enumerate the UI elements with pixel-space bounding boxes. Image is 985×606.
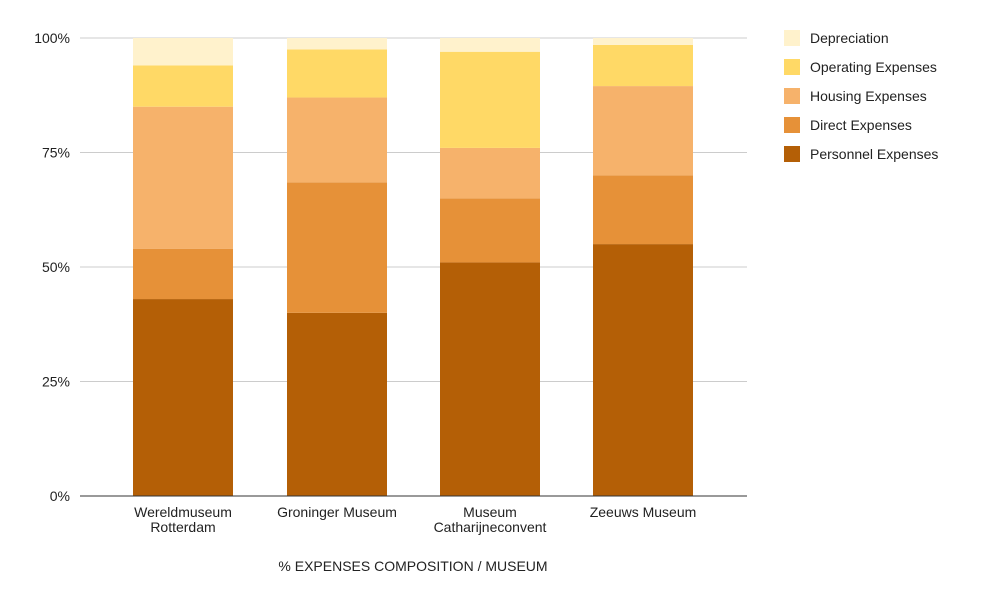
legend-swatch [784,30,800,46]
bar-segment-personnel-expenses [287,312,387,496]
legend-swatch [784,59,800,75]
x-tick-label: Wereldmuseum [134,504,232,520]
bar-segment-personnel-expenses [133,299,233,496]
bar-segment-housing-expenses [133,106,233,249]
legend-swatch [784,117,800,133]
bar-segment-personnel-expenses [440,262,540,496]
bar-segment-depreciation [133,38,233,66]
bar-segment-depreciation [593,38,693,45]
legend-label: Depreciation [810,30,889,46]
y-tick-label: 50% [42,259,70,275]
bar-segment-direct-expenses [287,182,387,313]
bar-segment-operating-expenses [287,49,387,98]
legend-swatch [784,146,800,162]
x-axis-title: % EXPENSES COMPOSITION / MUSEUM [278,558,547,574]
legend-label: Operating Expenses [810,59,937,75]
bar-segment-operating-expenses [593,44,693,87]
legend-label: Direct Expenses [810,117,912,133]
x-tick-label: Groninger Museum [277,504,397,520]
legend-label: Personnel Expenses [810,146,938,162]
bar-segment-housing-expenses [593,86,693,176]
y-tick-label: 75% [42,145,70,161]
bar-segment-personnel-expenses [593,244,693,496]
bar-segment-housing-expenses [440,147,540,199]
x-tick-label: Zeeuws Museum [590,504,697,520]
x-tick-label: Catharijneconvent [434,519,547,535]
bars [133,38,693,496]
bar-segment-direct-expenses [593,175,693,245]
y-tick-label: 0% [50,488,70,504]
legend-label: Housing Expenses [810,88,927,104]
legend: Depreciation Operating Expenses Housing Ex… [784,30,938,162]
y-tick-label: 25% [42,374,70,390]
y-tick-label: 100% [34,30,70,46]
x-tick-label: Museum [463,504,517,520]
bar-segment-operating-expenses [133,65,233,107]
legend-swatch [784,88,800,104]
bar-segment-direct-expenses [133,248,233,300]
bar-segment-depreciation [440,38,540,52]
bar-segment-housing-expenses [287,97,387,183]
bar-segment-depreciation [287,38,387,50]
x-tick-label: Rotterdam [150,519,215,535]
bar-segment-direct-expenses [440,198,540,263]
bar-segment-operating-expenses [440,51,540,148]
